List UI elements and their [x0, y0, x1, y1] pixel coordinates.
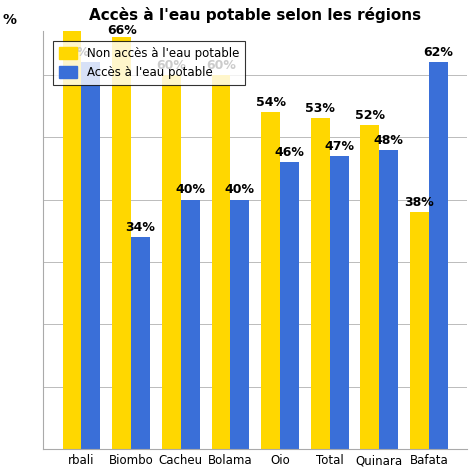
Bar: [410, 212, 429, 449]
Bar: [82, 62, 100, 449]
Text: 46%: 46%: [274, 146, 304, 159]
Bar: [311, 118, 329, 449]
Bar: [429, 62, 448, 449]
Text: %: %: [2, 13, 17, 27]
Bar: [261, 112, 280, 449]
Title: Accès à l'eau potable selon les régions: Accès à l'eau potable selon les régions: [89, 7, 421, 23]
Text: 60%: 60%: [206, 59, 236, 72]
Bar: [131, 237, 150, 449]
Bar: [112, 37, 131, 449]
Text: 53%: 53%: [305, 102, 335, 115]
Text: 40%: 40%: [225, 183, 255, 196]
Text: 48%: 48%: [374, 134, 404, 146]
Bar: [360, 125, 379, 449]
Bar: [329, 156, 348, 449]
Bar: [230, 200, 249, 449]
Legend: Non accès à l'eau potable, Accès à l'eau potable: Non accès à l'eau potable, Accès à l'eau…: [54, 41, 245, 85]
Bar: [211, 75, 230, 449]
Text: 52%: 52%: [355, 109, 385, 121]
Text: 62%: 62%: [423, 46, 453, 59]
Text: 66%: 66%: [107, 24, 137, 37]
Text: 40%: 40%: [175, 183, 205, 196]
Text: 2%: 2%: [68, 46, 89, 59]
Bar: [181, 200, 200, 449]
Text: 38%: 38%: [405, 196, 434, 209]
Bar: [379, 150, 398, 449]
Bar: [63, 25, 82, 449]
Text: 54%: 54%: [255, 96, 285, 109]
Text: 47%: 47%: [324, 140, 354, 153]
Bar: [280, 162, 299, 449]
Bar: [162, 75, 181, 449]
Text: 34%: 34%: [126, 221, 155, 234]
Text: 60%: 60%: [156, 59, 186, 72]
